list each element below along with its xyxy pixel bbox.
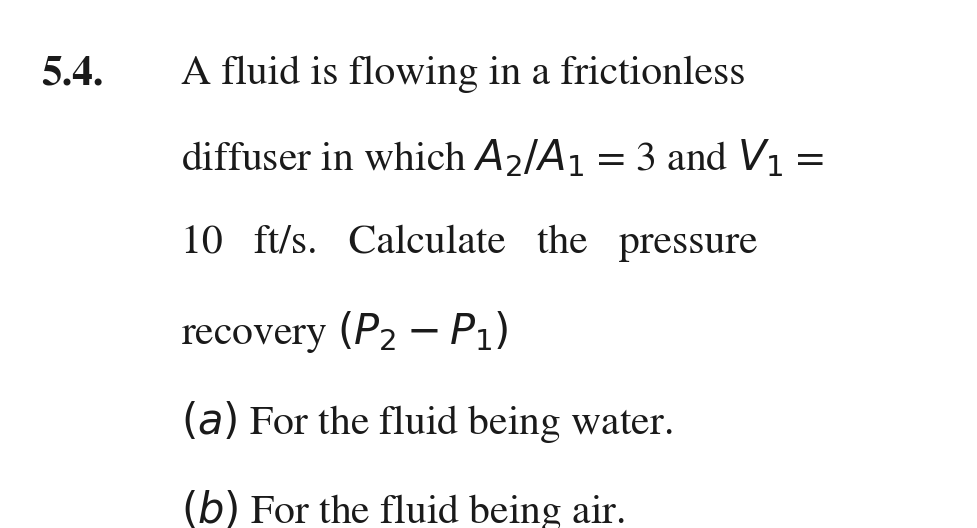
Text: recovery $(P_2 - P_1)$: recovery $(P_2 - P_1)$ [181, 309, 508, 355]
Text: A fluid is flowing in a frictionless: A fluid is flowing in a frictionless [181, 55, 744, 93]
Text: $(b)$ For the fluid being air.: $(b)$ For the fluid being air. [181, 488, 624, 528]
Text: 5.4.: 5.4. [41, 55, 104, 93]
Text: diffuser in which $A_2/A_1$ = 3 and $V_1$ =: diffuser in which $A_2/A_1$ = 3 and $V_1… [181, 137, 824, 179]
Text: 10   ft/s.   Calculate   the   pressure: 10 ft/s. Calculate the pressure [181, 224, 757, 262]
Text: $(a)$ For the fluid being water.: $(a)$ For the fluid being water. [181, 399, 672, 445]
